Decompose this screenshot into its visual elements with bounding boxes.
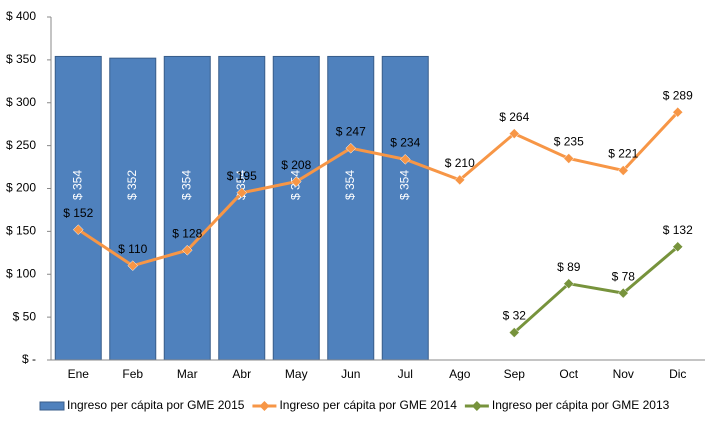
marker (454, 174, 466, 186)
point-value-label: $ 132 (663, 223, 693, 237)
point-value-label: $ 208 (281, 158, 311, 172)
x-tick-label: Jun (341, 367, 360, 381)
point-value-label: $ 210 (445, 156, 475, 170)
marker (563, 153, 575, 164)
marker (236, 187, 248, 199)
marker (345, 142, 357, 154)
x-tick-label: Sep (504, 367, 526, 381)
bar (109, 57, 157, 361)
bar (163, 55, 211, 361)
y-tick-label: $ 400 (6, 9, 36, 23)
marker (290, 176, 302, 187)
point-value-label: $ 289 (663, 88, 693, 102)
marker (672, 106, 684, 118)
marker (399, 153, 411, 165)
legend-marker (259, 401, 270, 411)
point-value-label: $ 128 (172, 226, 202, 240)
marker (127, 260, 139, 272)
point-value-label: $ 221 (608, 147, 638, 161)
bar (272, 55, 320, 361)
point-value-label: $ 195 (227, 169, 257, 183)
bar-value-label: $ 352 (125, 170, 139, 200)
x-tick-label: Abr (232, 367, 251, 381)
y-tick-label: $ - (22, 352, 36, 366)
point-value-label: $ 247 (336, 124, 366, 138)
legend-label: Ingreso per cápita por GME 2014 (279, 398, 457, 412)
x-tick-label: Nov (613, 367, 634, 381)
x-tick-label: Ago (449, 367, 471, 381)
marker (508, 128, 520, 139)
point-value-label: $ 234 (390, 136, 420, 150)
y-tick-label: $ 350 (6, 52, 36, 66)
point-value-label: $ 110 (118, 242, 147, 256)
marker (563, 278, 575, 290)
legend-swatch (39, 401, 65, 411)
point-value-label: $ 152 (63, 206, 93, 220)
x-tick-label: Mar (177, 367, 198, 381)
bar-value-label: $ 354 (343, 170, 357, 200)
bar (327, 55, 375, 361)
legend-label: Ingreso per cápita por GME 2013 (492, 398, 670, 412)
legend-marker (471, 401, 482, 411)
point-value-label: $ 264 (499, 110, 529, 124)
x-tick-label: May (285, 367, 308, 381)
point-value-label: $ 235 (554, 135, 584, 149)
x-tick-label: Feb (122, 367, 143, 381)
marker (72, 224, 84, 236)
x-tick-label: Jul (398, 367, 413, 381)
marker (672, 241, 684, 253)
point-value-label: $ 89 (557, 260, 581, 274)
line (513, 245, 679, 334)
y-tick-label: $ 50 (13, 309, 37, 323)
y-tick-label: $ 250 (6, 138, 36, 152)
marker (181, 244, 193, 256)
point-value-label: $ 78 (612, 269, 636, 283)
y-tick-label: $ 150 (6, 224, 36, 238)
y-tick-label: $ 300 (6, 95, 36, 109)
bar-value-label: $ 354 (70, 170, 84, 200)
bar (54, 55, 102, 361)
bar-value-label: $ 354 (179, 170, 193, 200)
legend-label: Ingreso per cápita por GME 2015 (67, 398, 245, 412)
marker (508, 327, 520, 338)
x-tick-label: Ene (68, 367, 90, 381)
point-value-label: $ 32 (503, 309, 527, 323)
x-tick-label: Dic (669, 367, 686, 381)
marker (617, 287, 629, 299)
y-tick-label: $ 200 (6, 181, 36, 195)
y-tick-label: $ 100 (6, 266, 36, 280)
marker (617, 165, 629, 176)
line (77, 111, 679, 268)
x-tick-label: Oct (559, 367, 578, 381)
bar (381, 55, 429, 361)
bar-value-label: $ 354 (397, 170, 411, 200)
